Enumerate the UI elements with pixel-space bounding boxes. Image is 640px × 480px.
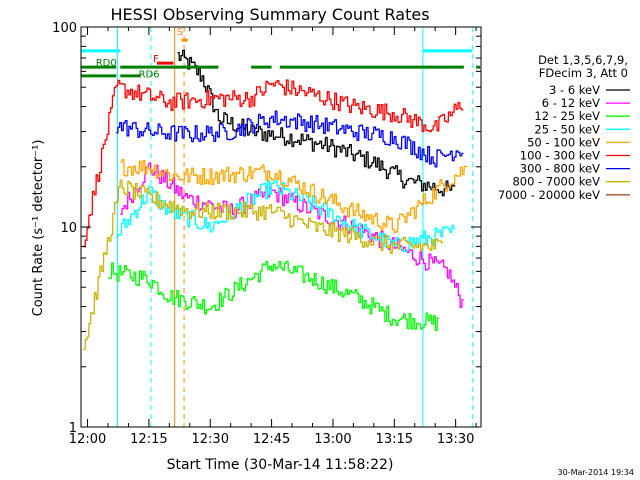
footer-timestamp: 30-Mar-2014 19:34	[558, 468, 635, 477]
legend-label-7: 800 - 7000 keV	[512, 175, 600, 189]
x-tick-label-5: 13:15	[376, 432, 413, 447]
x-tick-label-4: 13:00	[314, 432, 351, 447]
series-line-300-800kev	[116, 110, 464, 168]
y-tick-label-0: 1	[69, 421, 77, 436]
x-tick-label-1: 12:15	[130, 432, 167, 447]
legend-label-4: 50 - 100 keV	[527, 135, 600, 149]
legend-label-8: 7000 - 20000 keV	[498, 188, 600, 202]
y-tick-label-1: 10	[60, 221, 77, 236]
series-line-12-25kev	[108, 260, 439, 332]
legend-label-5: 100 - 300 keV	[520, 149, 600, 163]
annotation-rd6: RD6	[139, 69, 160, 80]
y-axis-label: Count Rate (s⁻¹ detector⁻¹)	[31, 140, 46, 317]
legend: Det 1,3,5,6,7,9,FDecim 3, Att 0 3 - 6 keV…	[498, 53, 630, 202]
series-line-100-300kev	[83, 79, 464, 248]
plot-area: RD0 RD6 F S	[81, 27, 481, 427]
legend-label-0: 3 - 6 keV	[549, 83, 600, 97]
legend-label-2: 12 - 25 keV	[534, 109, 600, 123]
axes: 12:00 12:15 12:30 12:45 13:00 13:15 13:30 1 10 10…	[52, 21, 481, 447]
legend-header-1: FDecim 3, Att 0	[539, 66, 628, 80]
x-tick-label-6: 13:30	[437, 432, 474, 447]
chart-title: HESSI Observing Summary Count Rates	[110, 5, 429, 24]
series-line-50-100kev	[120, 159, 468, 234]
legend-label-6: 300 - 800 keV	[520, 162, 600, 176]
annotation-f: F	[153, 54, 159, 65]
x-tick-label-3: 12:45	[253, 432, 290, 447]
annotation-s: S	[177, 27, 183, 38]
legend-label-3: 25 - 50 keV	[534, 122, 600, 136]
x-axis-label: Start Time (30-Mar-14 11:58:22)	[167, 457, 394, 473]
series-line-3-6kev	[177, 49, 456, 197]
annotation-rd0: RD0	[96, 58, 117, 69]
y-tick-label-2: 100	[52, 21, 77, 36]
series-line-800-7000kev	[83, 179, 444, 351]
x-tick-label-2: 12:30	[192, 432, 229, 447]
x-tick-label-0: 12:00	[69, 432, 106, 447]
legend-header-0: Det 1,3,5,6,7,9,	[538, 53, 628, 67]
legend-label-1: 6 - 12 keV	[542, 96, 600, 110]
